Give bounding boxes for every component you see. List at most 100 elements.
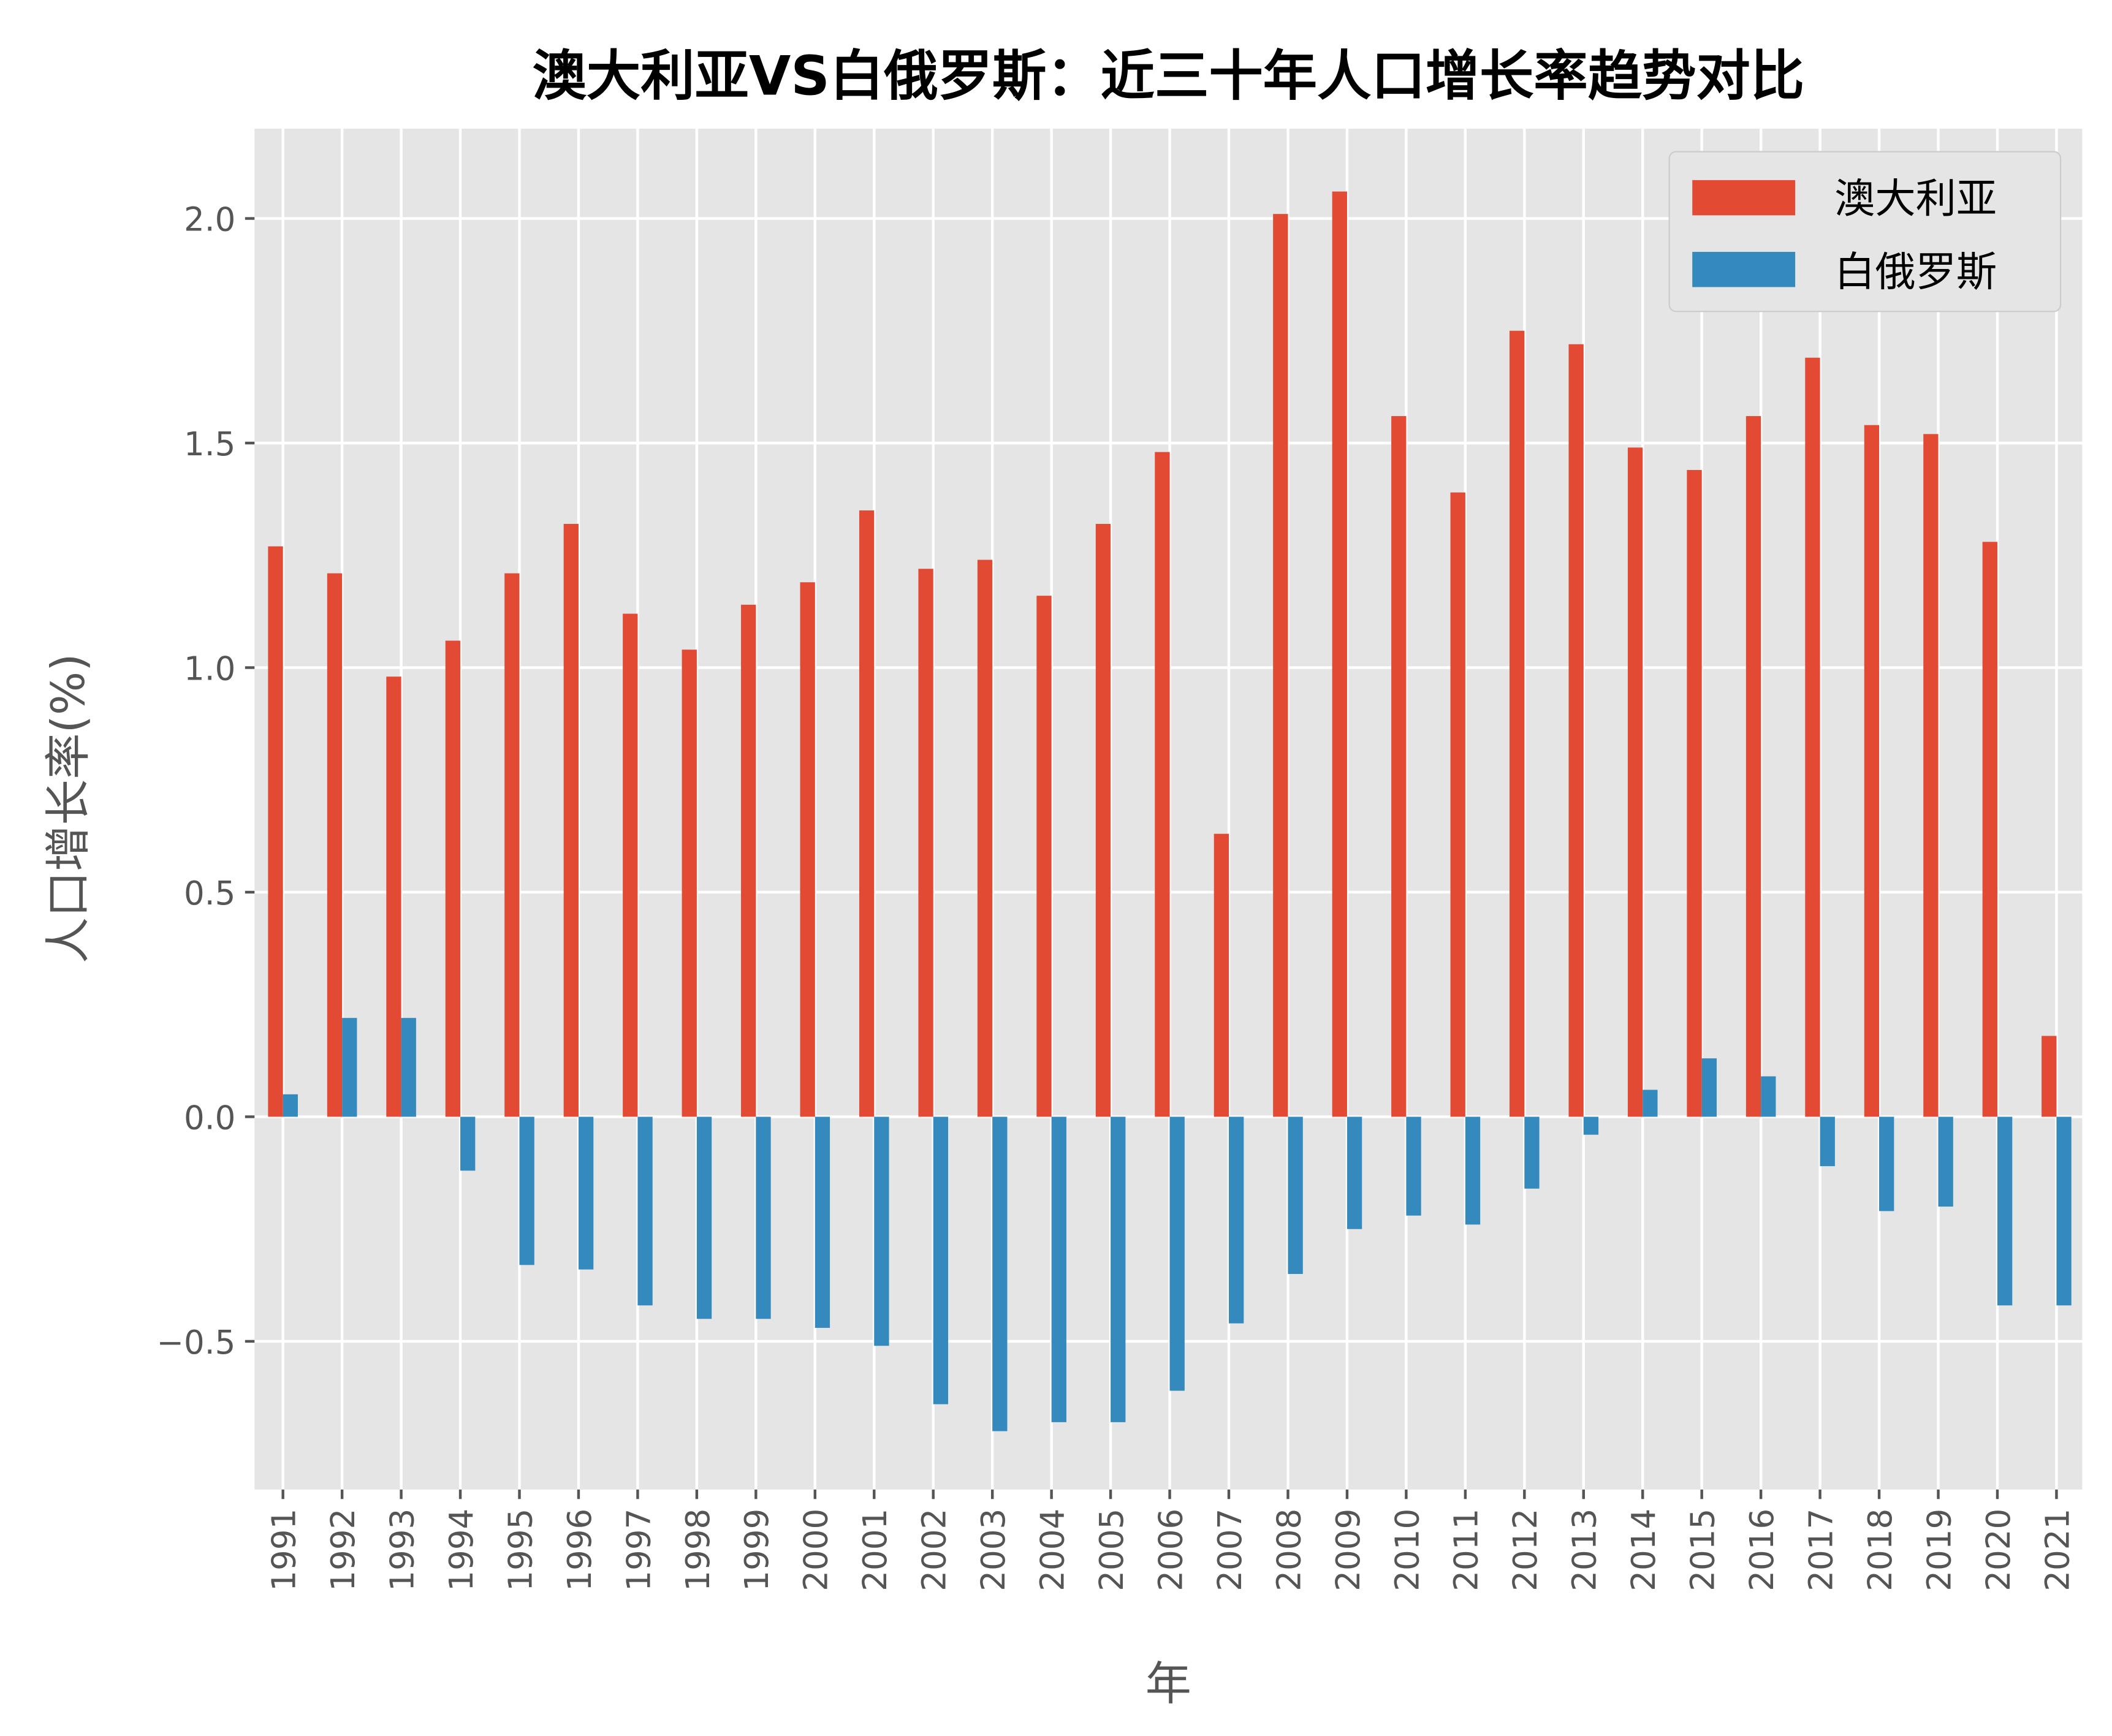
bar-australia-2011 — [1450, 492, 1465, 1117]
x-tick-label: 2016 — [1743, 1509, 1781, 1591]
legend-label-belarus: 白俄罗斯 — [1834, 248, 1997, 295]
x-tick-label: 2008 — [1270, 1509, 1308, 1591]
x-tick-label: 2012 — [1506, 1509, 1544, 1591]
x-tick-label: 2006 — [1152, 1509, 1190, 1591]
bar-australia-2007 — [1214, 833, 1229, 1117]
bar-australia-1997 — [623, 613, 638, 1117]
bar-australia-2009 — [1332, 191, 1347, 1117]
bar-belarus-2017 — [1820, 1116, 1835, 1167]
bar-australia-1994 — [445, 640, 461, 1117]
bar-belarus-1997 — [637, 1116, 653, 1306]
bar-belarus-2000 — [815, 1116, 830, 1328]
x-tick-label: 1995 — [501, 1509, 539, 1591]
x-tick-label: 2003 — [974, 1509, 1012, 1591]
bar-belarus-2002 — [933, 1116, 949, 1404]
bar-australia-2017 — [1805, 357, 1820, 1117]
x-tick-label: 2007 — [1211, 1509, 1249, 1591]
x-axis-label: 年 — [1145, 1656, 1191, 1710]
bar-australia-2004 — [1036, 596, 1052, 1117]
bar-australia-2018 — [1864, 425, 1880, 1117]
bar-belarus-2005 — [1111, 1116, 1126, 1422]
bar-belarus-2012 — [1524, 1116, 1540, 1189]
bar-australia-2012 — [1510, 330, 1525, 1117]
x-tick-label: 1994 — [443, 1509, 481, 1591]
y-tick-label: 0.0 — [184, 1099, 235, 1137]
bar-belarus-1996 — [578, 1116, 594, 1270]
x-tick-label: 2020 — [1980, 1509, 2018, 1591]
bar-belarus-1995 — [519, 1116, 534, 1265]
x-tick-label: 1991 — [265, 1509, 303, 1591]
bar-australia-2003 — [977, 559, 993, 1117]
legend: 澳大利亚 白俄罗斯 — [1668, 151, 2062, 313]
bar-australia-2020 — [1982, 542, 1997, 1117]
bar-belarus-2019 — [1938, 1116, 1953, 1207]
bar-belarus-1992 — [342, 1018, 357, 1117]
bar-australia-2006 — [1155, 452, 1170, 1117]
x-tick-label: 2015 — [1684, 1509, 1722, 1591]
bar-australia-2015 — [1687, 469, 1702, 1117]
bar-australia-1998 — [682, 650, 697, 1117]
x-tick-label: 2011 — [1448, 1509, 1486, 1591]
x-tick-label: 2014 — [1625, 1509, 1663, 1591]
bar-australia-2014 — [1627, 447, 1643, 1117]
x-tick-label: 2009 — [1329, 1509, 1367, 1591]
y-tick-label: 1.0 — [184, 650, 235, 688]
chart-title: 澳大利亚VS白俄罗斯：近三十年人口增长率趋势对比 — [533, 45, 1805, 108]
bar-australia-1993 — [386, 677, 401, 1117]
bar-belarus-2004 — [1051, 1116, 1066, 1422]
bar-belarus-1993 — [401, 1018, 416, 1117]
bar-belarus-2008 — [1288, 1116, 1303, 1274]
bar-australia-2005 — [1095, 523, 1111, 1117]
x-tick-label: 2002 — [916, 1509, 954, 1591]
bar-belarus-2014 — [1643, 1090, 1658, 1117]
bar-australia-2008 — [1273, 214, 1288, 1117]
bar-belarus-1998 — [696, 1116, 712, 1319]
axes: −0.5 0.0 0.5 1.0 1.5 2.0 1991 1992 1993 1994 1995 1… — [157, 200, 2077, 1591]
y-axis-label: 人口增长率(%) — [41, 653, 95, 963]
bar-belarus-2018 — [1879, 1116, 1894, 1211]
bar-australia-1999 — [741, 604, 756, 1117]
y-tick-label: 2.0 — [184, 200, 235, 238]
bar-belarus-2011 — [1465, 1116, 1481, 1225]
bar-australia-1996 — [563, 523, 579, 1117]
bar-australia-2010 — [1391, 416, 1407, 1117]
bar-belarus-1994 — [460, 1116, 476, 1171]
bar-belarus-2006 — [1169, 1116, 1185, 1391]
bar-belarus-2003 — [992, 1116, 1008, 1431]
x-tick-label: 1993 — [383, 1509, 421, 1591]
bar-belarus-2009 — [1347, 1116, 1362, 1229]
x-tick-label: 2018 — [1861, 1509, 1899, 1591]
y-tick-label: −0.5 — [157, 1324, 236, 1362]
bar-australia-1992 — [327, 573, 343, 1117]
x-tick-label: 1992 — [324, 1509, 362, 1591]
bar-belarus-2021 — [2056, 1116, 2072, 1306]
x-tick-label: 1998 — [679, 1509, 717, 1591]
bar-australia-2016 — [1745, 416, 1761, 1117]
bar-belarus-2001 — [874, 1116, 889, 1346]
x-tick-label: 2000 — [797, 1509, 835, 1591]
bar-belarus-2016 — [1761, 1076, 1776, 1117]
x-tick-label: 2019 — [1920, 1509, 1958, 1591]
x-tick-label: 2001 — [856, 1509, 894, 1591]
bar-belarus-2020 — [1997, 1116, 2013, 1306]
bar-australia-1995 — [504, 573, 520, 1117]
bar-australia-1991 — [268, 546, 283, 1117]
x-tick-label: 1999 — [738, 1509, 776, 1591]
legend-label-australia: 澳大利亚 — [1834, 175, 1997, 222]
bar-australia-2021 — [2042, 1036, 2057, 1117]
x-tick-label: 2005 — [1093, 1509, 1131, 1591]
bar-belarus-1999 — [756, 1116, 771, 1319]
x-tick-label: 1997 — [620, 1509, 658, 1591]
bar-australia-2000 — [800, 582, 815, 1117]
bar-australia-2019 — [1923, 434, 1939, 1117]
y-tick-label: 0.5 — [184, 874, 235, 912]
bar-belarus-2010 — [1406, 1116, 1421, 1216]
x-tick-label: 2013 — [1566, 1509, 1604, 1591]
bar-belarus-1991 — [283, 1094, 298, 1117]
bar-belarus-2007 — [1229, 1116, 1244, 1324]
bar-belarus-2015 — [1701, 1058, 1717, 1117]
legend-swatch-belarus — [1692, 252, 1796, 287]
y-tick-label: 1.5 — [184, 425, 235, 463]
x-tick-label: 2017 — [1802, 1509, 1840, 1591]
